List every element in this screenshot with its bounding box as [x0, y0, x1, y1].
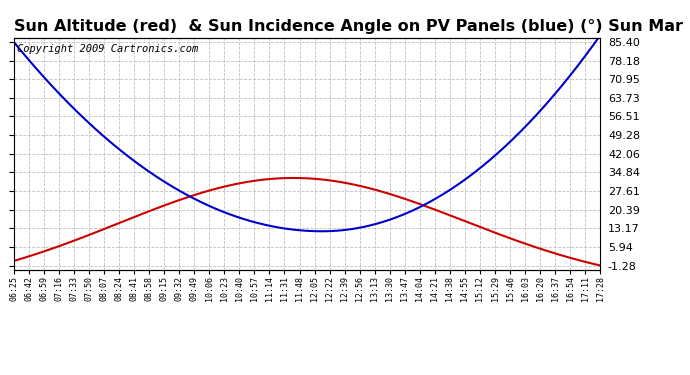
Text: Copyright 2009 Cartronics.com: Copyright 2009 Cartronics.com	[17, 45, 198, 54]
Text: Sun Altitude (red)  & Sun Incidence Angle on PV Panels (blue) (°) Sun Mar 1 17:4: Sun Altitude (red) & Sun Incidence Angle…	[14, 18, 690, 33]
